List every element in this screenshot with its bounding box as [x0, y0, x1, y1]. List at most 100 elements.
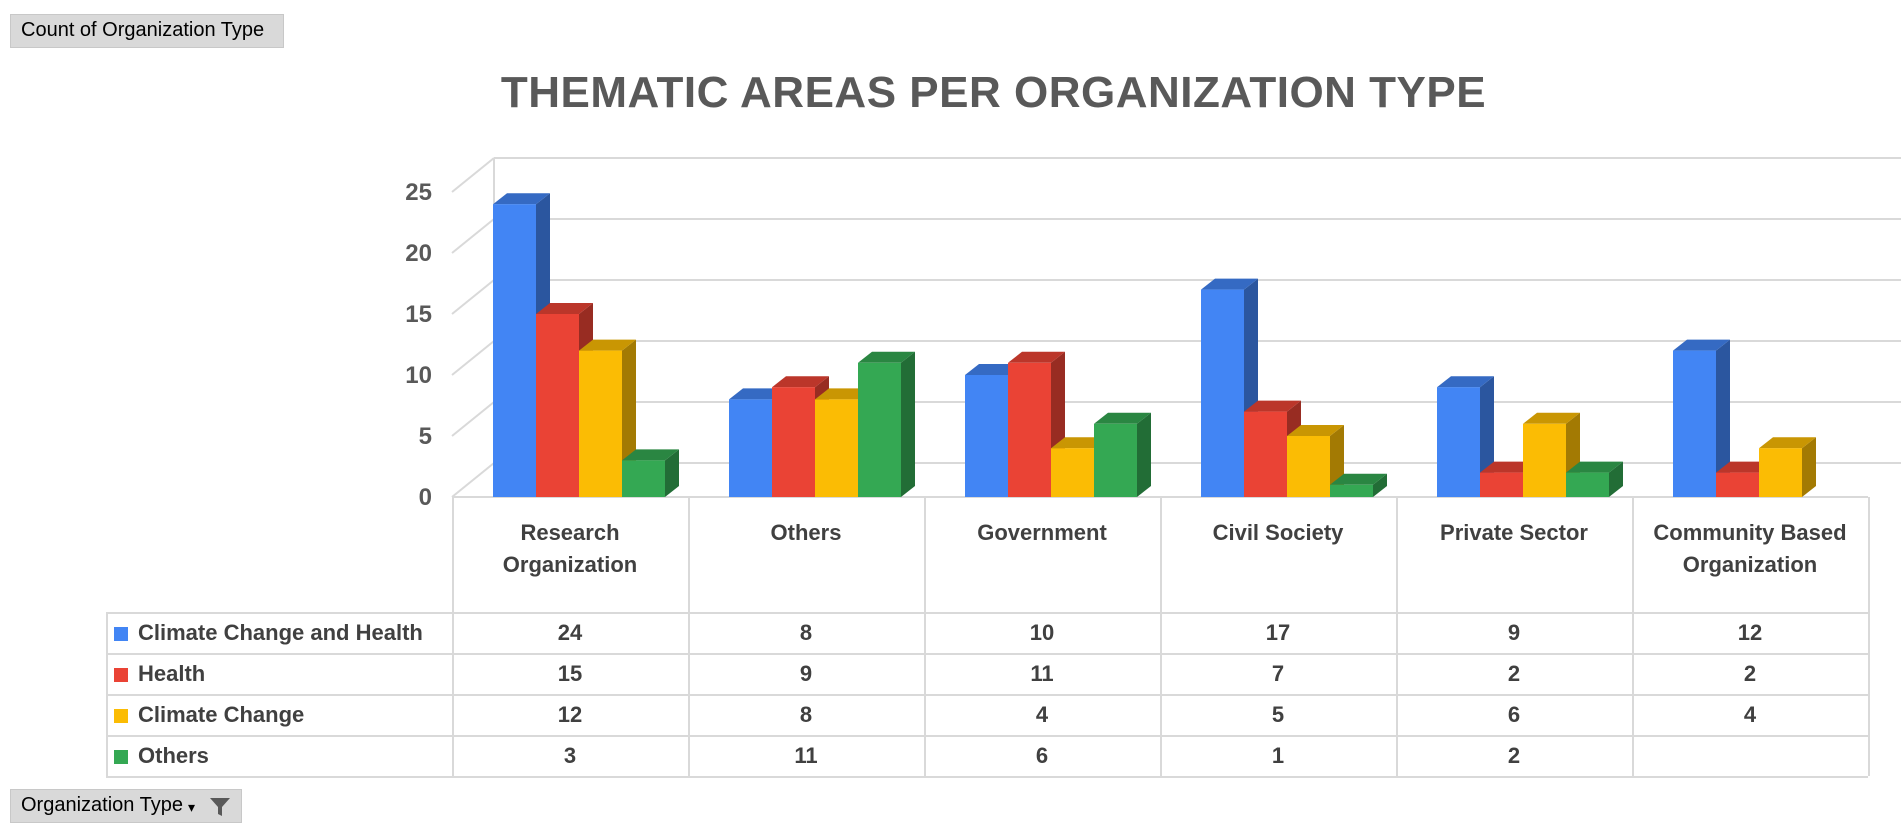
- bar: [1244, 411, 1287, 497]
- table-cell: 11: [794, 743, 818, 768]
- bar: [622, 460, 665, 497]
- y-tick-label: 5: [419, 423, 432, 450]
- bar: [1437, 387, 1480, 497]
- bar-top: [579, 339, 636, 351]
- bar: [1759, 448, 1802, 497]
- bar-top: [493, 193, 550, 205]
- table-cell: 8: [799, 702, 813, 727]
- bar-side: [1716, 339, 1730, 497]
- bar-top: [1244, 400, 1301, 412]
- bar: [1523, 423, 1566, 497]
- table-cell: 3: [563, 743, 577, 768]
- table-cell: 24: [557, 620, 583, 645]
- gridline-side: [451, 279, 495, 315]
- bar: [1051, 448, 1094, 497]
- chart-title: THEMATIC AREAS PER ORGANIZATION TYPE: [500, 68, 1487, 117]
- legend-swatch: [114, 709, 128, 723]
- table-cell: 17: [1265, 620, 1291, 645]
- table-cell: 15: [557, 661, 583, 686]
- bar-top: [1716, 461, 1773, 473]
- table-hline: [106, 612, 1868, 614]
- table-cell: 4: [1743, 702, 1757, 727]
- series-label-row: Others: [106, 735, 452, 776]
- table-cell: 6: [1507, 702, 1521, 727]
- bar: [1330, 484, 1373, 497]
- series-name: Health: [138, 661, 206, 686]
- legend-swatch: [114, 750, 128, 764]
- category-label: Private Sector: [1440, 520, 1588, 545]
- gridline-side: [451, 340, 495, 376]
- bar: [1094, 423, 1137, 497]
- legend-swatch: [114, 627, 128, 641]
- bar-top: [1480, 461, 1537, 473]
- bar: [536, 314, 579, 497]
- bar-top: [1673, 339, 1730, 351]
- bar-top: [1566, 461, 1623, 473]
- category-label: Research Organization: [502, 520, 638, 577]
- table-cell: 12: [557, 702, 583, 727]
- bar-top: [1051, 437, 1108, 449]
- table-cell: 9: [1507, 620, 1521, 645]
- bar-top: [1437, 376, 1494, 388]
- table-cell: 9: [799, 661, 813, 686]
- table-cell: 1: [1271, 743, 1285, 768]
- series-name: Others: [138, 743, 209, 768]
- bar-top: [1523, 412, 1580, 424]
- table-cell: 5: [1271, 702, 1285, 727]
- bar-side: [1137, 412, 1151, 497]
- bar-side: [665, 449, 679, 497]
- bar: [1480, 472, 1523, 497]
- filter-field-button[interactable]: Organization Type ▾: [10, 789, 242, 823]
- category-label: Others: [770, 520, 842, 545]
- filter-funnel-icon: [209, 796, 231, 827]
- value-field-button[interactable]: Count of Organization Type: [10, 14, 284, 48]
- table-vline: [688, 497, 690, 776]
- table-vline: [924, 497, 926, 776]
- table-vline: [1396, 497, 1398, 776]
- bar-side: [901, 351, 915, 497]
- bar-top: [1330, 473, 1387, 485]
- table-cell: 7: [1271, 661, 1285, 686]
- bar: [772, 387, 815, 497]
- table-cell: 6: [1035, 743, 1049, 768]
- bar-top: [622, 449, 679, 461]
- table-cell: 2: [1507, 661, 1521, 686]
- bar-top: [729, 388, 786, 400]
- filter-field-label: Organization Type: [21, 794, 183, 816]
- table-vline: [1632, 497, 1634, 776]
- legend-swatch: [114, 668, 128, 682]
- bar: [1673, 350, 1716, 497]
- series-label-row: Health: [106, 653, 452, 694]
- series-name: Climate Change: [138, 702, 305, 727]
- dropdown-arrow-icon: ▾: [187, 799, 195, 815]
- bar-top: [1201, 278, 1258, 290]
- bar-top: [536, 303, 593, 314]
- category-label: Government: [977, 520, 1107, 545]
- bar: [493, 204, 536, 497]
- bar: [579, 350, 622, 497]
- bar-top: [965, 364, 1022, 375]
- series-label-row: Climate Change: [106, 694, 452, 735]
- table-vline: [1868, 497, 1870, 776]
- table-cell: 2: [1743, 661, 1757, 686]
- bar: [815, 399, 858, 497]
- bar: [729, 399, 772, 497]
- bar: [1287, 436, 1330, 497]
- table-cell: 4: [1035, 702, 1049, 727]
- gridline-side: [451, 157, 495, 193]
- category-label: Civil Society: [1212, 520, 1344, 545]
- series-label-row: Climate Change and Health: [106, 612, 452, 653]
- series-name: Climate Change and Health: [138, 620, 423, 645]
- table-hline: [106, 694, 1868, 696]
- y-tick-label: 25: [405, 179, 432, 206]
- y-tick-label: 15: [405, 301, 432, 328]
- bar: [965, 375, 1008, 497]
- table-cell: 8: [799, 620, 813, 645]
- bar-side: [1802, 437, 1816, 497]
- table-cell: 2: [1507, 743, 1521, 768]
- bar-top: [858, 351, 915, 363]
- bar-top: [815, 388, 872, 400]
- bar-top: [1094, 412, 1151, 424]
- bar: [1716, 472, 1759, 497]
- table-vline: [1160, 497, 1162, 776]
